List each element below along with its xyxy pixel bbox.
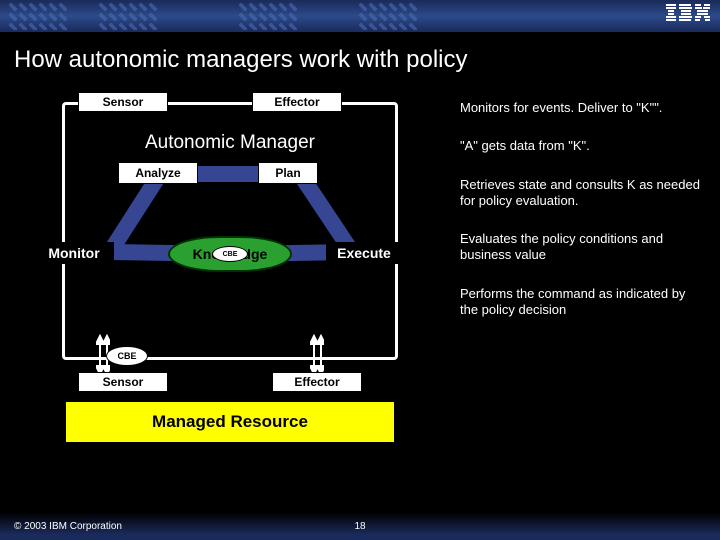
explanatory-text: Monitors for events. Deliver to "K"". "A… xyxy=(460,100,706,340)
sensor-bottom-box: Sensor xyxy=(78,372,168,392)
ibm-logo xyxy=(666,4,710,27)
monitor-box: Monitor xyxy=(34,242,114,264)
text-retrieves: Retrieves state and consults K as needed… xyxy=(460,177,706,210)
page-title: How autonomic managers work with policy xyxy=(0,32,720,82)
execute-box: Execute xyxy=(326,242,402,264)
page-number: 18 xyxy=(354,521,365,532)
text-performs: Performs the command as indicated by the… xyxy=(460,286,706,319)
manager-title: Autonomic Manager xyxy=(141,132,319,154)
cbe-badge-bottom: CBE xyxy=(106,346,148,366)
header-bar xyxy=(0,0,720,32)
text-a-gets: "A" gets data from "K". xyxy=(460,138,706,154)
effector-top-box: Effector xyxy=(252,92,342,112)
sensor-top-box: Sensor xyxy=(78,92,168,112)
text-monitors: Monitors for events. Deliver to "K"". xyxy=(460,100,706,116)
content-area: Sensor Effector Autonomic Manager Analyz… xyxy=(0,82,720,512)
managed-resource-band: Managed Resource xyxy=(66,402,394,442)
cbe-badge-center: CBE xyxy=(212,246,248,262)
header-decoration xyxy=(8,2,418,30)
plan-box: Plan xyxy=(258,162,318,184)
analyze-box: Analyze xyxy=(118,162,198,184)
effector-arrow-icon xyxy=(310,334,324,376)
effector-bottom-box: Effector xyxy=(272,372,362,392)
autonomic-diagram: Sensor Effector Autonomic Manager Analyz… xyxy=(40,102,420,462)
text-evaluates: Evaluates the policy conditions and busi… xyxy=(460,231,706,264)
copyright-text: © 2003 IBM Corporation xyxy=(14,521,122,532)
footer-bar: © 2003 IBM Corporation 18 xyxy=(0,512,720,540)
